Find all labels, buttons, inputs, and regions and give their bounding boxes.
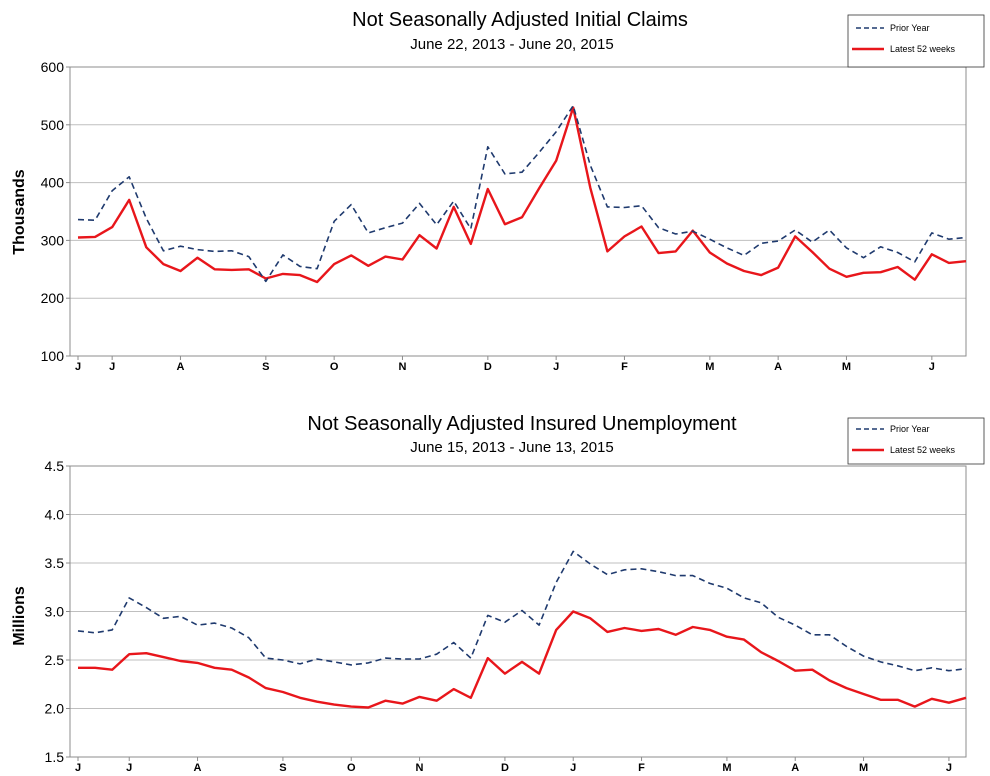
x-tick-label: J <box>929 361 935 373</box>
y-tick-label: 600 <box>41 59 65 75</box>
legend-label-prior-year: Prior Year <box>890 23 930 33</box>
x-tick-label: M <box>722 762 731 774</box>
legend: Prior Year Latest 52 weeks <box>847 417 985 465</box>
y-tick-label: 400 <box>41 175 65 191</box>
series-line-prior-year <box>77 104 967 283</box>
y-tick-label: 3.0 <box>45 604 65 620</box>
x-tick-label: O <box>330 361 339 373</box>
grid <box>70 514 966 709</box>
legend: Prior Year Latest 52 weeks <box>847 14 985 68</box>
y-tick-label: 300 <box>41 232 65 248</box>
x-tick-label: F <box>621 361 628 373</box>
legend-label-prior-year: Prior Year <box>890 424 930 434</box>
series-group <box>77 104 967 284</box>
x-tick-label: S <box>279 762 286 774</box>
series-line-prior-year <box>77 550 967 672</box>
y-tick-label: 200 <box>41 290 65 306</box>
legend-label-latest: Latest 52 weeks <box>890 44 956 54</box>
chart-insured-unemployment: Not Seasonally Adjusted Insured Unemploy… <box>11 413 985 774</box>
x-tick-label: N <box>398 361 406 373</box>
y-tick-label: 500 <box>41 117 65 133</box>
chart-title: Not Seasonally Adjusted Insured Unemploy… <box>307 413 737 435</box>
legend-box <box>847 417 985 465</box>
x-tick-label: J <box>75 762 81 774</box>
x-tick-label: J <box>570 762 576 774</box>
series-line-latest <box>78 610 967 709</box>
x-tick-label: A <box>176 361 184 373</box>
x-tick-label: J <box>126 762 132 774</box>
x-tick-label: O <box>347 762 356 774</box>
chart-subtitle: June 22, 2013 - June 20, 2015 <box>410 36 614 53</box>
y-tick-label: 2.0 <box>45 701 65 717</box>
x-tick-label: J <box>109 361 115 373</box>
x-tick-label: A <box>774 361 782 373</box>
plot-frame <box>69 465 967 758</box>
x-tick-label: M <box>842 361 851 373</box>
grid <box>70 124 966 299</box>
x-tick-label: M <box>705 361 714 373</box>
y-tick-label: 3.5 <box>45 555 65 571</box>
legend-label-latest: Latest 52 weeks <box>890 445 956 455</box>
x-tick-label: N <box>416 762 424 774</box>
series-line-latest <box>77 106 967 284</box>
x-tick-label: J <box>75 361 81 373</box>
x-tick-label: J <box>946 762 952 774</box>
chart-title: Not Seasonally Adjusted Initial Claims <box>352 9 688 31</box>
chart-subtitle: June 15, 2013 - June 13, 2015 <box>410 439 614 456</box>
x-tick-label: J <box>553 361 559 373</box>
x-tick-label: S <box>262 361 269 373</box>
y-axis-label: Millions <box>11 586 28 646</box>
plot-frame <box>69 66 967 357</box>
x-tick-label: M <box>859 762 868 774</box>
y-tick-label: 4.0 <box>45 507 65 523</box>
y-tick-label: 100 <box>41 348 65 364</box>
y-ticks: 100 200 300 400 500 600 <box>41 59 70 364</box>
x-tick-label: A <box>194 762 202 774</box>
series-group <box>77 550 967 709</box>
x-tick-label: D <box>501 762 509 774</box>
x-tick-label: A <box>791 762 799 774</box>
y-tick-label: 2.5 <box>45 652 65 668</box>
y-ticks: 1.5 2.0 2.5 3.0 3.5 4.0 4.5 <box>45 458 70 765</box>
y-tick-label: 4.5 <box>45 458 65 474</box>
x-tick-label: D <box>484 361 492 373</box>
legend-box <box>847 14 985 68</box>
x-tick-label: F <box>638 762 645 774</box>
y-tick-label: 1.5 <box>45 749 65 765</box>
y-axis-label: Thousands <box>11 169 28 254</box>
chart-initial-claims: Not Seasonally Adjusted Initial Claims J… <box>11 9 985 373</box>
